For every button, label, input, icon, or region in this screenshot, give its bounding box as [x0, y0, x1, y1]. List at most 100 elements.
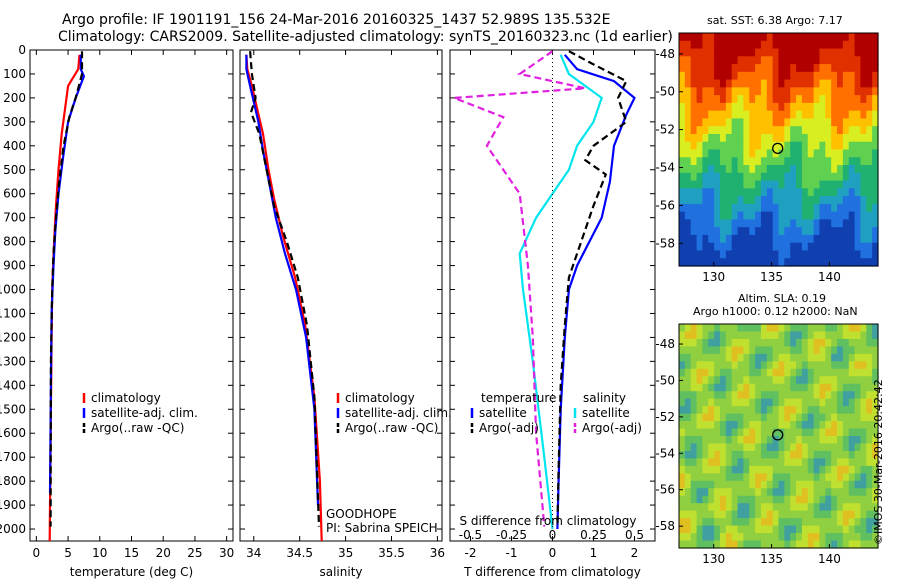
- map-cell: [842, 510, 850, 519]
- map-cell: [719, 87, 727, 96]
- map-cell: [807, 48, 815, 57]
- map-cell: [860, 227, 867, 236]
- map-cell: [796, 488, 803, 497]
- map-cell: [684, 172, 692, 182]
- map-cell: [807, 413, 815, 422]
- map-cell: [801, 450, 809, 459]
- map-cell: [854, 540, 862, 549]
- map-cell: [801, 518, 809, 527]
- map-cell: [743, 488, 750, 497]
- map-cell: [837, 149, 844, 158]
- map-cell: [749, 376, 756, 385]
- map-cell: [737, 141, 744, 151]
- map-cell: [772, 219, 780, 228]
- map-cell: [772, 102, 780, 112]
- map-cell: [684, 331, 692, 340]
- map-cell: [743, 331, 750, 340]
- map-cell: [784, 465, 791, 474]
- map-cell: [866, 533, 873, 542]
- map-cell: [766, 219, 774, 228]
- map-cell: [772, 406, 780, 415]
- map-cell: [743, 518, 750, 527]
- map-cell: [696, 234, 704, 244]
- map-cell: [825, 110, 832, 120]
- map-cell: [848, 196, 856, 205]
- map-cell: [708, 188, 715, 197]
- map-cell: [790, 383, 797, 392]
- map-cell: [813, 473, 821, 482]
- map-cell: [725, 346, 733, 355]
- map-cell: [784, 48, 791, 57]
- map-cell: [731, 324, 739, 333]
- map-cell: [766, 518, 774, 527]
- x-tick-label: 0: [549, 546, 557, 560]
- y-tick-label: 2000: [0, 522, 26, 536]
- map-cell: [772, 180, 780, 189]
- map-cell: [796, 126, 803, 135]
- y-tick-label: 1000: [0, 283, 26, 297]
- map-cell: [784, 450, 791, 459]
- map-cell: [737, 533, 744, 542]
- map-cell: [702, 368, 709, 377]
- map-cell: [831, 40, 838, 50]
- map-cell: [848, 133, 856, 143]
- map-cell: [719, 383, 727, 392]
- map-cell: [848, 376, 856, 385]
- map-cell: [860, 533, 867, 542]
- map-cell: [825, 211, 832, 220]
- map-cell: [719, 458, 727, 467]
- map-cell: [749, 188, 756, 197]
- map-cell: [725, 33, 733, 42]
- map-cell: [801, 436, 809, 445]
- map-cell: [690, 436, 698, 445]
- map-cell: [807, 196, 815, 205]
- map-cell: [725, 338, 733, 347]
- map-cell: [807, 180, 815, 189]
- map-cell: [737, 376, 744, 385]
- map-cell: [714, 102, 721, 112]
- map-cell: [790, 79, 797, 88]
- map-cell: [725, 473, 733, 482]
- x-tick-label: 35: [338, 546, 353, 560]
- map-cell: [837, 338, 844, 347]
- map-cell: [702, 242, 709, 252]
- map-cell: [807, 165, 815, 174]
- map-cell: [760, 331, 768, 340]
- map-cell: [749, 33, 756, 42]
- map-cell: [801, 391, 809, 400]
- map-cell: [684, 227, 692, 236]
- map-cell: [872, 126, 879, 135]
- map-cell: [719, 234, 727, 244]
- map-cell: [755, 436, 762, 445]
- map-cell: [860, 540, 867, 549]
- map-cell: [743, 141, 750, 151]
- map-cell: [755, 368, 762, 377]
- map-cell: [842, 165, 850, 174]
- map-cell: [842, 518, 850, 527]
- map-cell: [790, 495, 797, 504]
- map-cell: [684, 126, 692, 135]
- map-cell: [743, 258, 750, 267]
- map-cell: [860, 79, 867, 88]
- map-cell: [684, 188, 692, 197]
- x-tick-label: -2: [465, 546, 477, 560]
- map-cell: [848, 40, 856, 50]
- x-tick-label: 0: [33, 546, 41, 560]
- map-cell: [684, 346, 692, 355]
- map-cell: [714, 110, 721, 120]
- map-cell: [813, 110, 821, 120]
- map-cell: [719, 421, 727, 430]
- map-cell: [743, 473, 750, 482]
- map-cell: [831, 458, 838, 467]
- map-cell: [860, 102, 867, 112]
- map-cell: [719, 361, 727, 370]
- map-cell: [760, 324, 768, 333]
- map-cell: [837, 361, 844, 370]
- map-cell: [778, 338, 785, 347]
- map-cell: [848, 203, 856, 213]
- map-cell: [837, 219, 844, 228]
- map-cell: [679, 480, 686, 489]
- map-cell: [755, 353, 762, 362]
- map-cell: [755, 211, 762, 220]
- map-cell: [790, 331, 797, 340]
